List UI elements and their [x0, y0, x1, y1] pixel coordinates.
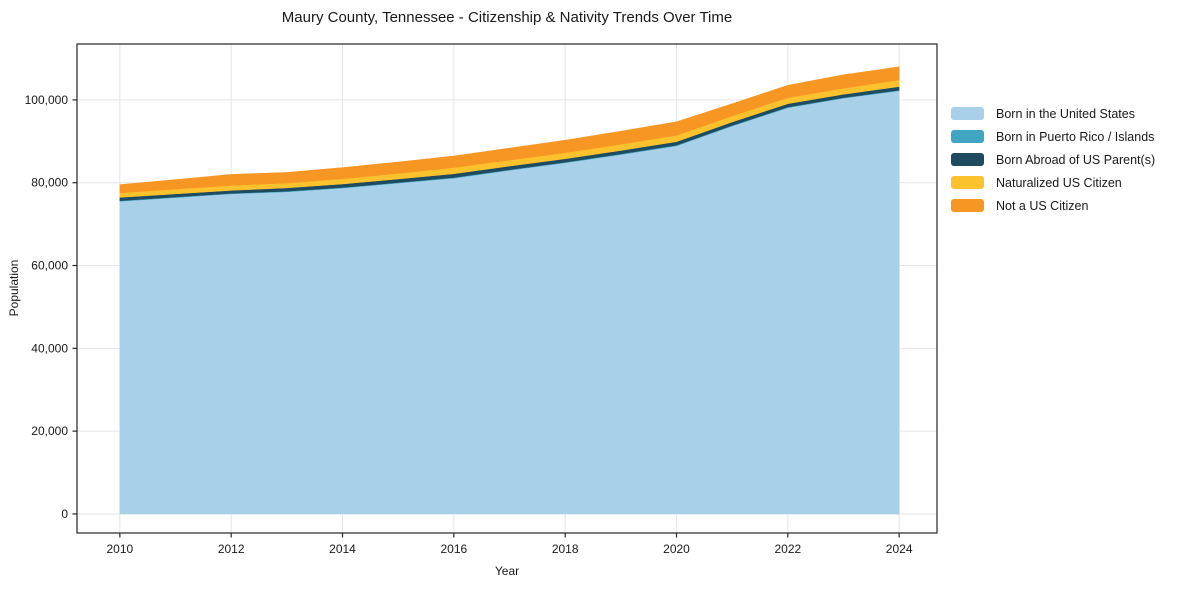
- y-tick-label: 20,000: [31, 424, 68, 438]
- legend-item-pr-islands: Born in Puerto Rico / Islands: [951, 125, 1155, 148]
- legend-swatch-not-citizen: [951, 199, 984, 212]
- x-tick-label: 2020: [663, 542, 690, 556]
- y-tick-label: 100,000: [25, 93, 69, 107]
- chart-title: Maury County, Tennessee - Citizenship & …: [281, 9, 733, 26]
- y-tick-label: 40,000: [31, 341, 68, 355]
- x-tick-label: 2010: [107, 542, 134, 556]
- legend-label: Born Abroad of US Parent(s): [996, 152, 1156, 167]
- legend-label: Born in the United States: [996, 106, 1135, 121]
- y-tick-label: 80,000: [31, 176, 68, 190]
- legend-swatch-born-abroad: [951, 153, 984, 166]
- legend: Born in the United States Born in Puerto …: [951, 102, 1155, 217]
- y-tick-label: 60,000: [31, 259, 68, 273]
- x-tick-label: 2024: [886, 542, 913, 556]
- legend-label: Naturalized US Citizen: [996, 175, 1122, 190]
- area-not-citizen: [119, 66, 900, 194]
- legend-label: Not a US Citizen: [996, 198, 1089, 213]
- legend-item-born-us: Born in the United States: [951, 102, 1155, 125]
- legend-swatch-pr-islands: [951, 130, 984, 143]
- legend-swatch-born-us: [951, 107, 984, 120]
- x-axis-label: Year: [494, 564, 520, 578]
- legend-label: Born in Puerto Rico / Islands: [996, 129, 1155, 144]
- plot-frame: [76, 43, 938, 534]
- legend-item-born-abroad: Born Abroad of US Parent(s): [951, 148, 1155, 171]
- legend-swatch-naturalized: [951, 176, 984, 189]
- y-tick-label: 0: [61, 507, 68, 521]
- x-tick-label: 2014: [329, 542, 356, 556]
- legend-item-not-citizen: Not a US Citizen: [951, 194, 1155, 217]
- x-tick-label: 2022: [774, 542, 801, 556]
- x-tick-label: 2016: [440, 542, 467, 556]
- legend-item-naturalized: Naturalized US Citizen: [951, 171, 1155, 194]
- x-tick-label: 2012: [218, 542, 245, 556]
- x-tick-label: 2018: [552, 542, 579, 556]
